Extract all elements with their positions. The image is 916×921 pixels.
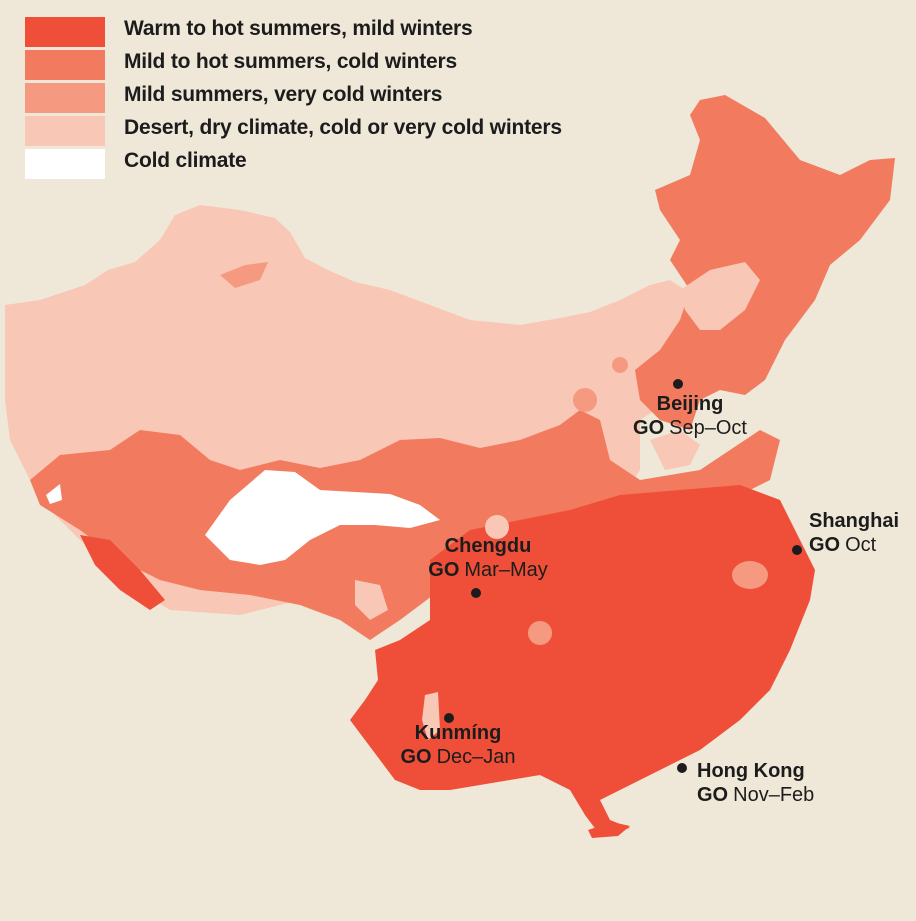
legend-swatch-mild-very-cold <box>25 83 105 113</box>
city-label-hong-kong: Hong Kong GO Nov–Feb <box>697 759 814 807</box>
city-label-chengdu: Chengdu GO Mar–May <box>428 534 547 582</box>
region-hainan <box>588 822 630 838</box>
shanghai-marker <box>792 545 802 555</box>
region-mild-very-cold-patch <box>220 262 268 288</box>
region-warm-hot-mild <box>350 485 815 835</box>
region-desert-chengdu-patch <box>485 515 509 539</box>
region-desert-beijing-patch <box>650 430 700 470</box>
city-name-shanghai: Shanghai <box>809 510 900 532</box>
region-desert-kunming-patch <box>422 692 440 740</box>
legend-label-mild-very-cold: Mild summers, very cold winters <box>124 83 443 106</box>
region-mild-very-cold-patch-3 <box>612 357 628 373</box>
legend-swatch-mild-hot-cold <box>25 50 105 80</box>
region-mild-very-cold-patch-5 <box>528 621 552 645</box>
beijing-marker <box>673 379 683 389</box>
legend-label-cold: Cold climate <box>124 149 247 172</box>
region-desert-northeast-patch <box>680 262 760 330</box>
city-name-kunming: Kunmíng <box>414 722 502 744</box>
region-desert-tibet-patch <box>355 580 388 620</box>
legend-label-warm-hot-mild: Warm to hot summers, mild winters <box>124 17 473 40</box>
region-warm-west-pocket <box>80 535 165 610</box>
best-time-hong-kong: GO Nov–Feb <box>697 784 815 806</box>
region-mild-very-cold-patch-2 <box>573 388 597 412</box>
chengdu-marker <box>471 588 481 598</box>
best-time-beijing: GO Sep–Oct <box>633 417 747 439</box>
city-label-kunming: Kunmíng GO Dec–Jan <box>400 721 515 769</box>
city-label-shanghai: Shanghai GO Oct <box>809 509 899 557</box>
city-name-hong-kong: Hong Kong <box>697 760 805 782</box>
best-time-shanghai: GO Oct <box>809 534 877 556</box>
legend-swatch-desert <box>25 116 105 146</box>
region-mild-hot-cold-northeast <box>635 95 895 430</box>
hong-kong-marker <box>677 763 687 773</box>
best-time-chengdu: GO Mar–May <box>428 559 548 581</box>
best-time-kunming: GO Dec–Jan <box>400 746 516 768</box>
region-cold-climate-west <box>46 484 62 504</box>
legend-label-mild-hot-cold: Mild to hot summers, cold winters <box>124 50 457 73</box>
city-name-beijing: Beijing <box>656 393 724 415</box>
legend-swatch-warm-hot-mild <box>25 17 105 47</box>
kunming-marker <box>444 713 454 723</box>
city-name-chengdu: Chengdu <box>444 535 532 557</box>
region-mild-very-cold-patch-4 <box>732 561 768 589</box>
legend-label-desert: Desert, dry climate, cold or very cold w… <box>124 116 562 139</box>
city-label-beijing: Beijing GO Sep–Oct <box>633 392 747 440</box>
legend-swatch-cold <box>25 149 105 179</box>
region-cold-climate <box>205 470 440 565</box>
